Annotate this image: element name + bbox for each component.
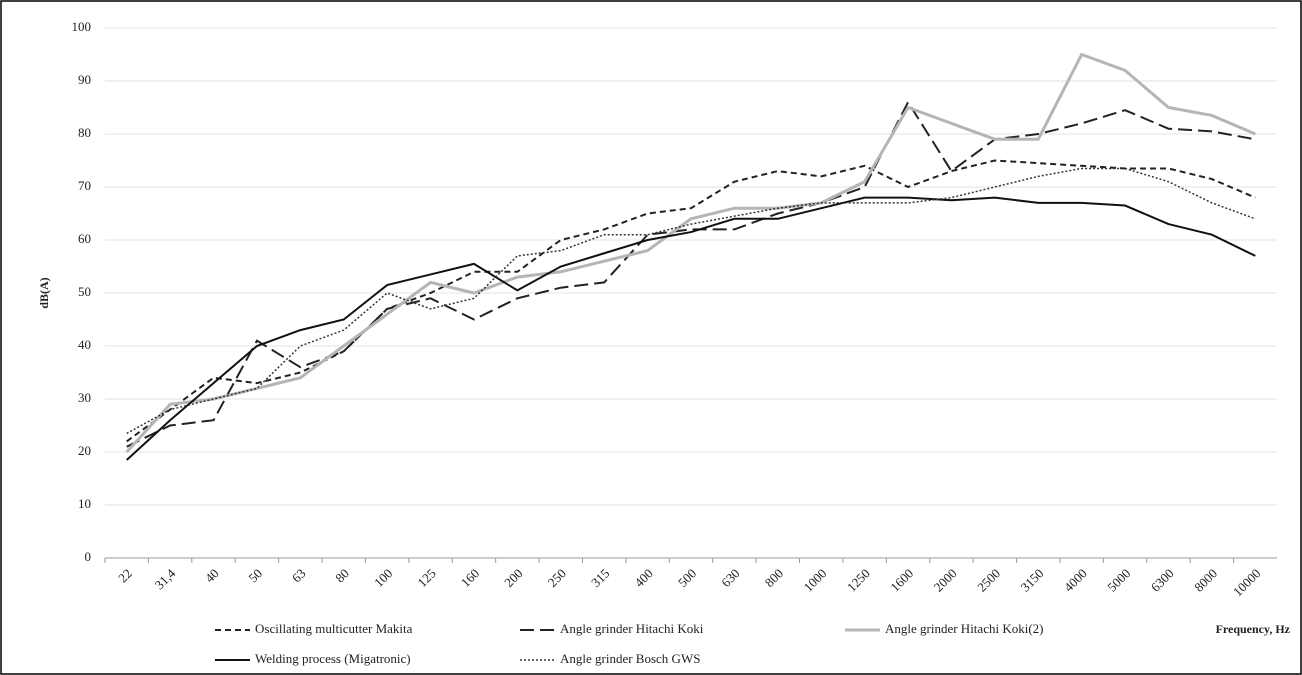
y-tick-label: 80 bbox=[78, 125, 91, 140]
x-tick-label: 1600 bbox=[887, 566, 916, 595]
x-tick-label: 63 bbox=[289, 566, 309, 586]
y-tick-label: 100 bbox=[72, 19, 92, 34]
x-tick-label: 315 bbox=[588, 566, 612, 590]
x-tick-label: 400 bbox=[631, 566, 655, 590]
y-tick-label: 10 bbox=[78, 496, 91, 511]
x-tick-label: 40 bbox=[202, 566, 222, 586]
x-tick-label: 500 bbox=[675, 566, 699, 590]
y-tick-label: 70 bbox=[78, 178, 91, 193]
legend-label: Angle grinder Hitachi Koki bbox=[560, 621, 704, 636]
x-tick-label: 1000 bbox=[800, 566, 829, 595]
x-tick-label: 800 bbox=[762, 566, 786, 590]
x-tick-label: 6300 bbox=[1148, 566, 1177, 595]
y-tick-label: 30 bbox=[78, 390, 91, 405]
y-axis-title: dB(A) bbox=[37, 277, 51, 308]
x-tick-label: 4000 bbox=[1061, 566, 1090, 595]
x-tick-label: 5000 bbox=[1104, 566, 1133, 595]
y-tick-label: 20 bbox=[78, 443, 91, 458]
x-tick-label: 10000 bbox=[1230, 566, 1264, 600]
y-tick-label: 50 bbox=[78, 284, 91, 299]
legend-label: Oscillating multicutter Makita bbox=[255, 621, 413, 636]
x-tick-label: 100 bbox=[371, 566, 395, 590]
x-tick-label: 125 bbox=[414, 566, 438, 590]
legend-label: Angle grinder Hitachi Koki(2) bbox=[885, 621, 1043, 636]
x-tick-label: 3150 bbox=[1017, 566, 1046, 595]
x-tick-label: 1250 bbox=[844, 566, 873, 595]
y-tick-label: 60 bbox=[78, 231, 91, 246]
x-axis-title: Frequency, Hz bbox=[1216, 622, 1291, 636]
series-line bbox=[126, 167, 1256, 435]
x-tick-label: 8000 bbox=[1191, 566, 1220, 595]
series-line bbox=[126, 196, 1256, 461]
legend-label: Welding process (Migatronic) bbox=[255, 651, 411, 666]
x-tick-label: 2000 bbox=[931, 566, 960, 595]
x-tick-label: 200 bbox=[501, 566, 525, 590]
x-tick-label: 2500 bbox=[974, 566, 1003, 595]
series-line bbox=[126, 100, 1256, 448]
x-tick-label: 250 bbox=[545, 566, 569, 590]
x-tick-label: 22 bbox=[115, 566, 135, 586]
x-tick-label: 50 bbox=[245, 566, 265, 586]
x-tick-label: 31,4 bbox=[152, 565, 179, 592]
y-tick-label: 0 bbox=[85, 549, 92, 564]
legend-label: Angle grinder Bosch GWS bbox=[560, 651, 700, 666]
x-tick-label: 630 bbox=[718, 566, 742, 590]
x-tick-label: 160 bbox=[458, 566, 482, 590]
y-tick-label: 40 bbox=[78, 337, 91, 352]
x-tick-label: 80 bbox=[332, 566, 352, 586]
series-line bbox=[125, 52, 1256, 454]
y-tick-label: 90 bbox=[78, 72, 91, 87]
